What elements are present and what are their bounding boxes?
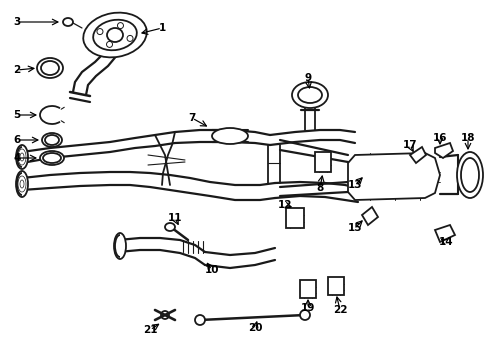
Bar (314, 152, 330, 172)
Text: 1: 1 (158, 23, 165, 33)
Polygon shape (361, 207, 377, 225)
Ellipse shape (297, 87, 321, 103)
Ellipse shape (83, 13, 146, 57)
Text: 5: 5 (13, 110, 20, 120)
Text: 7: 7 (188, 113, 195, 123)
Polygon shape (409, 147, 425, 163)
Ellipse shape (93, 20, 137, 50)
Ellipse shape (299, 310, 309, 320)
Ellipse shape (37, 58, 63, 78)
Text: 9: 9 (304, 73, 311, 83)
Ellipse shape (212, 128, 247, 144)
Ellipse shape (114, 233, 126, 259)
Text: 21: 21 (142, 325, 157, 335)
Ellipse shape (456, 152, 482, 198)
Bar (285, 208, 304, 228)
Text: 2: 2 (13, 65, 20, 75)
Bar (327, 277, 343, 295)
Text: 6: 6 (13, 135, 20, 145)
Text: 12: 12 (277, 200, 292, 210)
Ellipse shape (16, 171, 28, 197)
Ellipse shape (460, 158, 478, 192)
Text: 17: 17 (402, 140, 416, 150)
Ellipse shape (127, 35, 133, 41)
Text: 14: 14 (438, 237, 452, 247)
Ellipse shape (97, 28, 103, 35)
Text: 4: 4 (13, 153, 20, 163)
Ellipse shape (40, 151, 64, 165)
Text: 18: 18 (460, 133, 474, 143)
Ellipse shape (164, 223, 175, 231)
Ellipse shape (106, 41, 112, 48)
Text: 8: 8 (316, 183, 323, 193)
Ellipse shape (107, 28, 123, 42)
Ellipse shape (45, 135, 59, 145)
Ellipse shape (41, 61, 59, 75)
Polygon shape (434, 225, 454, 242)
Bar (299, 280, 315, 298)
Text: 11: 11 (167, 213, 182, 223)
Ellipse shape (43, 153, 61, 163)
Text: 22: 22 (332, 305, 346, 315)
Text: 16: 16 (432, 133, 447, 143)
Polygon shape (434, 143, 452, 158)
Text: 19: 19 (300, 303, 315, 313)
Text: 20: 20 (247, 323, 262, 333)
Ellipse shape (63, 18, 73, 26)
Ellipse shape (195, 315, 204, 325)
Text: 10: 10 (204, 265, 219, 275)
Text: 13: 13 (347, 180, 362, 190)
Ellipse shape (16, 145, 28, 169)
Ellipse shape (42, 133, 62, 147)
Ellipse shape (117, 23, 123, 28)
Ellipse shape (291, 82, 327, 108)
Polygon shape (347, 153, 439, 200)
Text: 3: 3 (13, 17, 20, 27)
Text: 15: 15 (347, 223, 362, 233)
